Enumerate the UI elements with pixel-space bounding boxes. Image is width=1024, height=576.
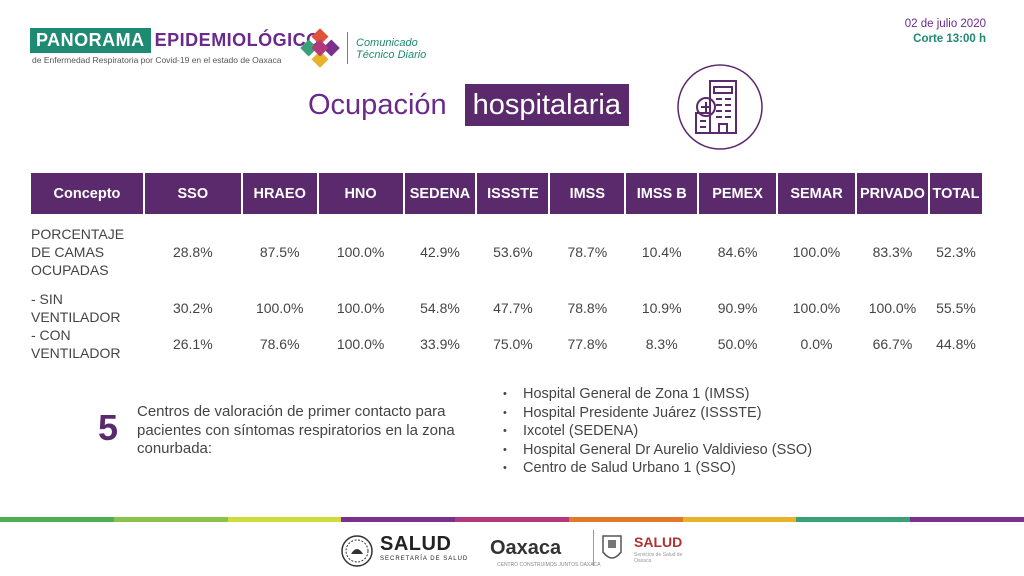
- report-date: 02 de julio 2020: [904, 18, 986, 30]
- table-cell: 10.4%: [641, 244, 682, 260]
- stripe-segment: [910, 517, 1024, 522]
- column-header: IMSS: [550, 173, 625, 214]
- page-title: Ocupación hospitalaria: [308, 84, 629, 126]
- table-cell: 83.3%: [872, 244, 913, 260]
- table-cell: 100.0%: [336, 336, 385, 352]
- table-cell: 8.3%: [645, 336, 678, 352]
- table-cell: 47.7%: [493, 300, 533, 316]
- table-cell: 90.9%: [717, 300, 758, 316]
- table-cell: 100.0%: [255, 300, 304, 316]
- stripe-segment: [341, 517, 456, 522]
- column-header: PEMEX: [699, 173, 777, 214]
- list-item: Centro de Salud Urbano 1 (SSO): [503, 459, 812, 478]
- servicios-salud-sub: Servicios de Salud de Oaxaca: [634, 552, 683, 564]
- centers-description: Centros de valoración de primer contacto…: [137, 403, 455, 457]
- servicios-salud-logo: SALUD: [634, 534, 683, 550]
- column-header: HRAEO: [242, 173, 317, 214]
- stripe-segment: [0, 517, 114, 522]
- column-header: SSO: [144, 173, 241, 214]
- title-part2: hospitalaria: [464, 84, 629, 126]
- table-cell: 10.9%: [641, 300, 682, 316]
- table-cell: 33.9%: [420, 336, 460, 352]
- list-item: Hospital General de Zona 1 (IMSS): [503, 385, 812, 404]
- table-row: - CON VENTILADOR 26.1% 78.6% 100.0% 33.9…: [31, 326, 982, 362]
- table-cell: 0.0%: [800, 336, 833, 352]
- table-cell: 100.0%: [336, 300, 385, 316]
- cutoff-time: Corte 13:00 h: [913, 33, 986, 45]
- table-cell: 30.2%: [172, 300, 213, 316]
- table-cell: 75.0%: [493, 336, 533, 352]
- footer-divider: [593, 530, 594, 566]
- table-cell: 28.8%: [172, 244, 213, 260]
- stripe-segment: [113, 517, 228, 522]
- brand-word-panorama: PANORAMA: [30, 28, 151, 53]
- table-cell: 100.0%: [792, 300, 841, 316]
- table-cell: 87.5%: [259, 244, 300, 260]
- brand-word-epidemiologico: EPIDEMIOLÓGICO: [154, 30, 321, 50]
- stripe-segment: [682, 517, 797, 522]
- table-cell: 26.1%: [172, 336, 213, 352]
- brand-subtitle: de Enfermedad Respiratoria por Covid-19 …: [32, 55, 282, 65]
- title-part1: Ocupación: [308, 88, 447, 121]
- column-header: SEMAR: [778, 173, 855, 214]
- oaxaca-logo: Oaxaca: [490, 537, 562, 559]
- table-cell: 84.6%: [717, 244, 758, 260]
- table-cell: 42.9%: [420, 244, 460, 260]
- color-stripe: [0, 517, 1024, 522]
- salud-logo: SALUD SECRETARÍA DE SALUD: [380, 533, 469, 562]
- mexico-seal-icon: [341, 535, 373, 567]
- row-concept: - SIN VENTILADOR: [31, 291, 121, 325]
- column-header: SEDENA: [404, 173, 476, 214]
- table-cell: 50.0%: [717, 336, 758, 352]
- header-divider: [347, 32, 348, 64]
- table-cell: 78.6%: [259, 336, 300, 352]
- row-concept: PORCENTAJE DE CAMAS OCUPADAS: [31, 226, 125, 278]
- table-cell: 100.0%: [792, 244, 841, 260]
- table-cell: 78.7%: [567, 244, 608, 260]
- hospital-building-icon: [677, 64, 763, 150]
- table-row: PORCENTAJE DE CAMAS OCUPADAS 28.8% 87.5%…: [31, 214, 982, 290]
- table-cell: 53.6%: [493, 244, 533, 260]
- occupancy-table: Concepto SSO HRAEO HNO SEDENA ISSSTE IMS…: [29, 173, 984, 362]
- list-item: Hospital Presidente Juárez (ISSSTE): [503, 404, 812, 423]
- column-header: IMSS B: [626, 173, 698, 214]
- row-concept: - CON VENTILADOR: [31, 327, 121, 361]
- table-cell: 77.8%: [567, 336, 608, 352]
- centers-list: Hospital General de Zona 1 (IMSS) Hospit…: [503, 385, 812, 478]
- stripe-segment: [227, 517, 342, 522]
- brand-logo: PANORAMA EPIDEMIOLÓGICO de Enfermedad Re…: [30, 28, 325, 65]
- column-header: HNO: [318, 173, 403, 214]
- column-header: Concepto: [31, 173, 143, 214]
- stripe-segment: [796, 517, 911, 522]
- table-row: - SIN VENTILADOR 30.2% 100.0% 100.0% 54.…: [31, 290, 982, 326]
- cross-logo-icon: [300, 28, 340, 68]
- column-header: PRIVADO: [856, 173, 928, 214]
- table-cell: 100.0%: [868, 300, 917, 316]
- list-item: Ixcotel (SEDENA): [503, 422, 812, 441]
- table-cell: 54.8%: [420, 300, 460, 316]
- oaxaca-crest-icon: [602, 535, 622, 559]
- column-header: ISSSTE: [477, 173, 549, 214]
- comunicado-label: Comunicado Técnico Diario: [356, 37, 427, 61]
- table-cell: 78.8%: [567, 300, 608, 316]
- oaxaca-logo-sub: CENTRO CONSTRUIMOS JUNTOS OAXACA: [497, 562, 601, 568]
- date-block: 02 de julio 2020 Corte 13:00 h: [905, 17, 986, 47]
- table-cell: 100.0%: [336, 244, 385, 260]
- table-cell: 66.7%: [872, 336, 913, 352]
- stripe-segment: [568, 517, 683, 522]
- table-cell: 52.3%: [936, 244, 976, 260]
- centers-count: 5: [98, 407, 119, 448]
- column-header: TOTAL: [929, 173, 982, 214]
- table-cell: 44.8%: [936, 336, 976, 352]
- table-header-row: Concepto SSO HRAEO HNO SEDENA ISSSTE IMS…: [31, 173, 982, 214]
- table-cell: 55.5%: [936, 300, 976, 316]
- list-item: Hospital General Dr Aurelio Valdivieso (…: [503, 441, 812, 460]
- stripe-segment: [455, 517, 569, 522]
